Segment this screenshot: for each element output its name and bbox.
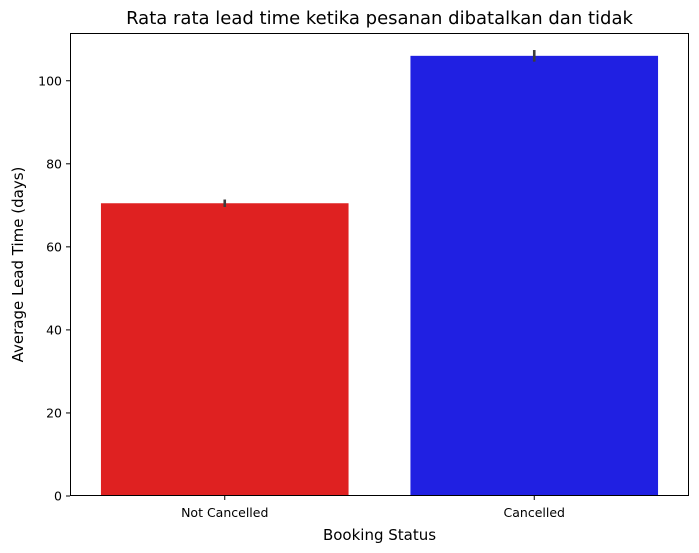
bar-not-cancelled	[100, 203, 349, 497]
plot-frame	[70, 33, 689, 496]
y-tick-label: 0	[54, 489, 62, 504]
chart-title: Rata rata lead time ketika pesanan dibat…	[126, 8, 633, 29]
bars-layer	[100, 55, 659, 497]
x-axis-ticks: Not Cancelled Cancelled	[181, 496, 565, 520]
y-tick-label: 80	[46, 156, 62, 171]
y-tick-label: 20	[46, 405, 62, 420]
errorbars-layer	[223, 50, 536, 207]
y-axis-label: Average Lead Time (days)	[9, 167, 27, 363]
x-tick-label: Not Cancelled	[181, 505, 268, 520]
y-tick-label: 40	[46, 322, 62, 337]
x-tick-label: Cancelled	[504, 505, 565, 520]
bar-cancelled	[410, 55, 659, 497]
x-axis-label: Booking Status	[323, 526, 436, 544]
y-tick-label: 60	[46, 239, 62, 254]
y-tick-label: 100	[38, 73, 62, 88]
y-axis-ticks: 0 20 40 60 80 100	[38, 73, 70, 504]
